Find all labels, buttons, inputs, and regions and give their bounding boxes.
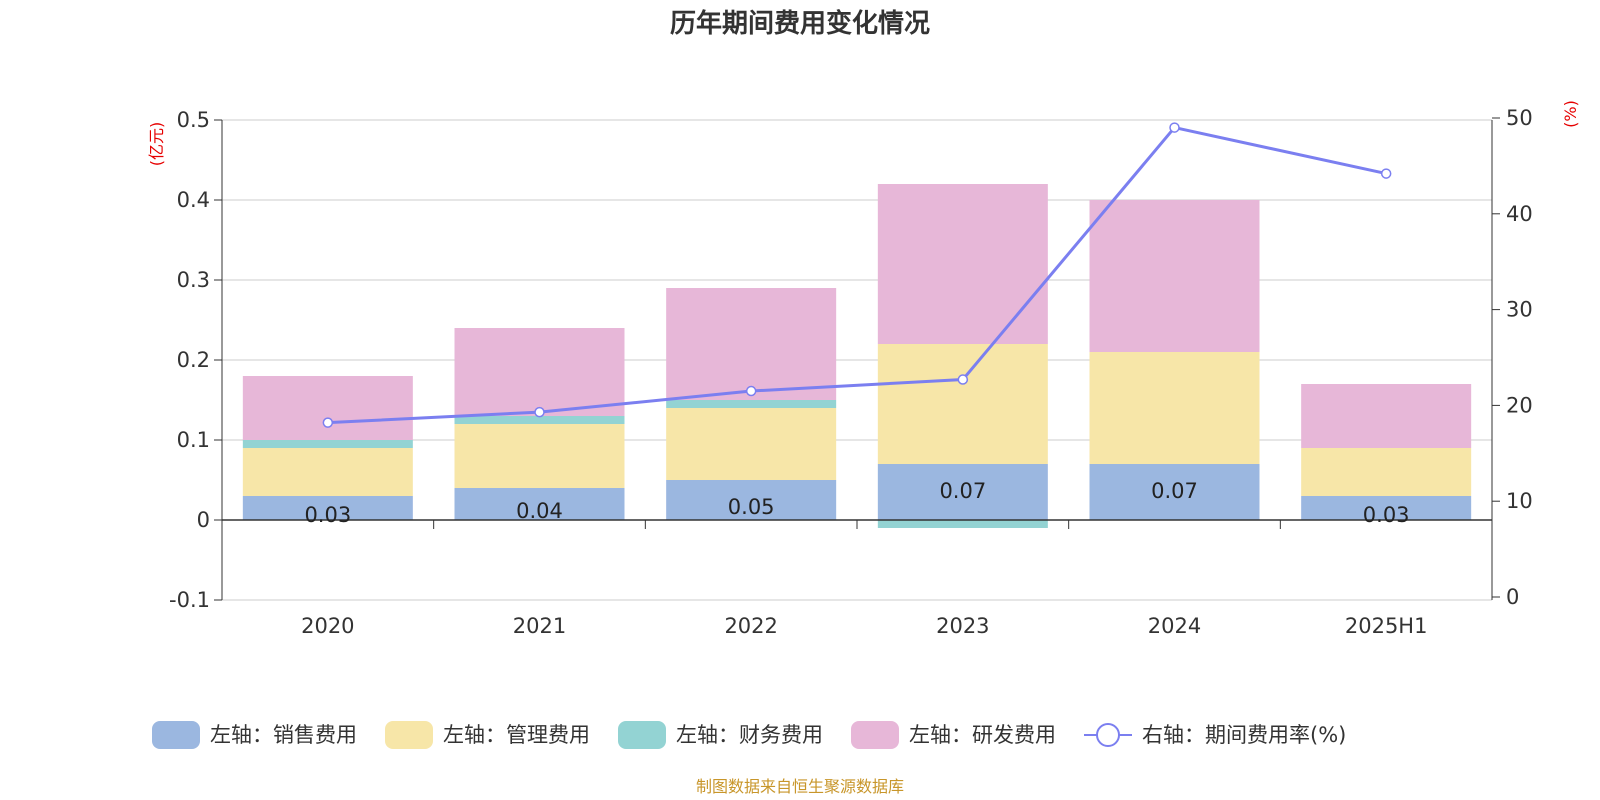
bar-segment	[666, 288, 837, 400]
bar-segment	[454, 416, 625, 424]
right-axis-tick-label: 30	[1506, 298, 1533, 322]
category-label: 2022	[724, 614, 777, 638]
legend-swatch	[851, 721, 899, 749]
category-label: 2020	[301, 614, 354, 638]
left-axis-unit: (亿元)	[147, 122, 166, 167]
bar-segment	[1089, 200, 1260, 352]
bar-segment	[877, 344, 1048, 464]
data-labels: 0.03 0.04 0.05 0.07 0.07 0.03	[304, 479, 1409, 527]
rate-line-path	[327, 125, 1387, 425]
grid-lines	[222, 119, 1492, 601]
legend-swatch	[385, 721, 433, 749]
bar-segment	[1301, 448, 1472, 496]
right-axis-tick-label: 50	[1506, 106, 1533, 130]
right-axis-tick-label: 10	[1506, 489, 1533, 513]
legend-label: 右轴：期间费用率(%)	[1142, 723, 1346, 747]
left-axis-tick-label: 0.3	[177, 268, 210, 292]
left-axis-tick-label: 0.1	[177, 428, 210, 452]
bars	[242, 184, 1472, 528]
bar-segment	[877, 520, 1048, 528]
bar-segment	[1089, 352, 1260, 464]
legend-label: 左轴：财务费用	[676, 723, 823, 747]
bar-segment	[454, 424, 625, 488]
rate-line-point	[957, 374, 969, 385]
bar-segment	[242, 496, 413, 520]
bar-data-label: 0.04	[516, 499, 563, 523]
bar-segment	[877, 464, 1048, 520]
bar-segment	[666, 400, 837, 408]
chart-title: 历年期间费用变化情况	[670, 8, 930, 39]
bar-segment	[666, 480, 837, 520]
left-axis-tick-label: 0.4	[177, 188, 210, 212]
bar-segment	[454, 328, 625, 416]
bar-data-label: 0.05	[728, 495, 775, 519]
rate-line	[322, 122, 1392, 428]
left-axis-tick-label: -0.1	[169, 588, 210, 612]
bar-data-label: 0.07	[939, 479, 986, 503]
bar-segment	[242, 376, 413, 440]
bar-segment	[242, 440, 413, 448]
left-axis-tick-label: 0	[197, 508, 210, 532]
rate-line-point	[1169, 122, 1180, 133]
bar-segment	[454, 488, 625, 520]
rate-line-point	[745, 385, 757, 397]
category-label: 2023	[936, 614, 989, 638]
bar-segment	[1301, 384, 1472, 448]
bar-segment	[1301, 496, 1472, 520]
legend-label: 左轴：销售费用	[210, 723, 357, 747]
bar-segment	[242, 448, 413, 496]
right-axis-tick-label: 40	[1506, 202, 1533, 226]
rate-line-point	[1380, 168, 1392, 179]
legend-swatch	[152, 721, 200, 749]
right-axis-unit: (%)	[1561, 100, 1580, 128]
category-label: 2025H1	[1345, 614, 1428, 638]
right-axis-tick-label: 20	[1506, 393, 1533, 417]
legend: 左轴：销售费用 左轴：管理费用 左轴：财务费用 左轴：研发费用 右轴：期间费用率(%)	[152, 721, 1346, 749]
legend-swatch	[618, 721, 666, 749]
bar-segment	[1089, 464, 1260, 520]
bar-data-label: 0.07	[1151, 479, 1198, 503]
rate-line-point	[534, 406, 545, 418]
bar-data-label: 0.03	[1363, 503, 1410, 527]
category-label: 2024	[1148, 614, 1201, 638]
axes: 0.5 0.4 0.3 0.2 0.1 0 -0.1 50 40 30 20 10 0 2020 2021 2…	[169, 106, 1533, 638]
right-axis-tick-label: 0	[1506, 585, 1519, 609]
left-axis-tick-label: 0.5	[177, 108, 210, 132]
source-note: 制图数据来自恒生聚源数据库	[696, 777, 904, 796]
legend-line-marker	[1096, 723, 1120, 747]
rate-line-point	[322, 417, 334, 428]
category-label: 2021	[513, 614, 566, 638]
left-axis-tick-label: 0.2	[177, 348, 210, 372]
legend-label: 左轴：管理费用	[443, 723, 590, 747]
bar-data-label: 0.03	[304, 503, 351, 527]
bar-segment	[666, 408, 837, 480]
bar-segment	[877, 184, 1048, 344]
legend-label: 左轴：研发费用	[909, 723, 1056, 747]
